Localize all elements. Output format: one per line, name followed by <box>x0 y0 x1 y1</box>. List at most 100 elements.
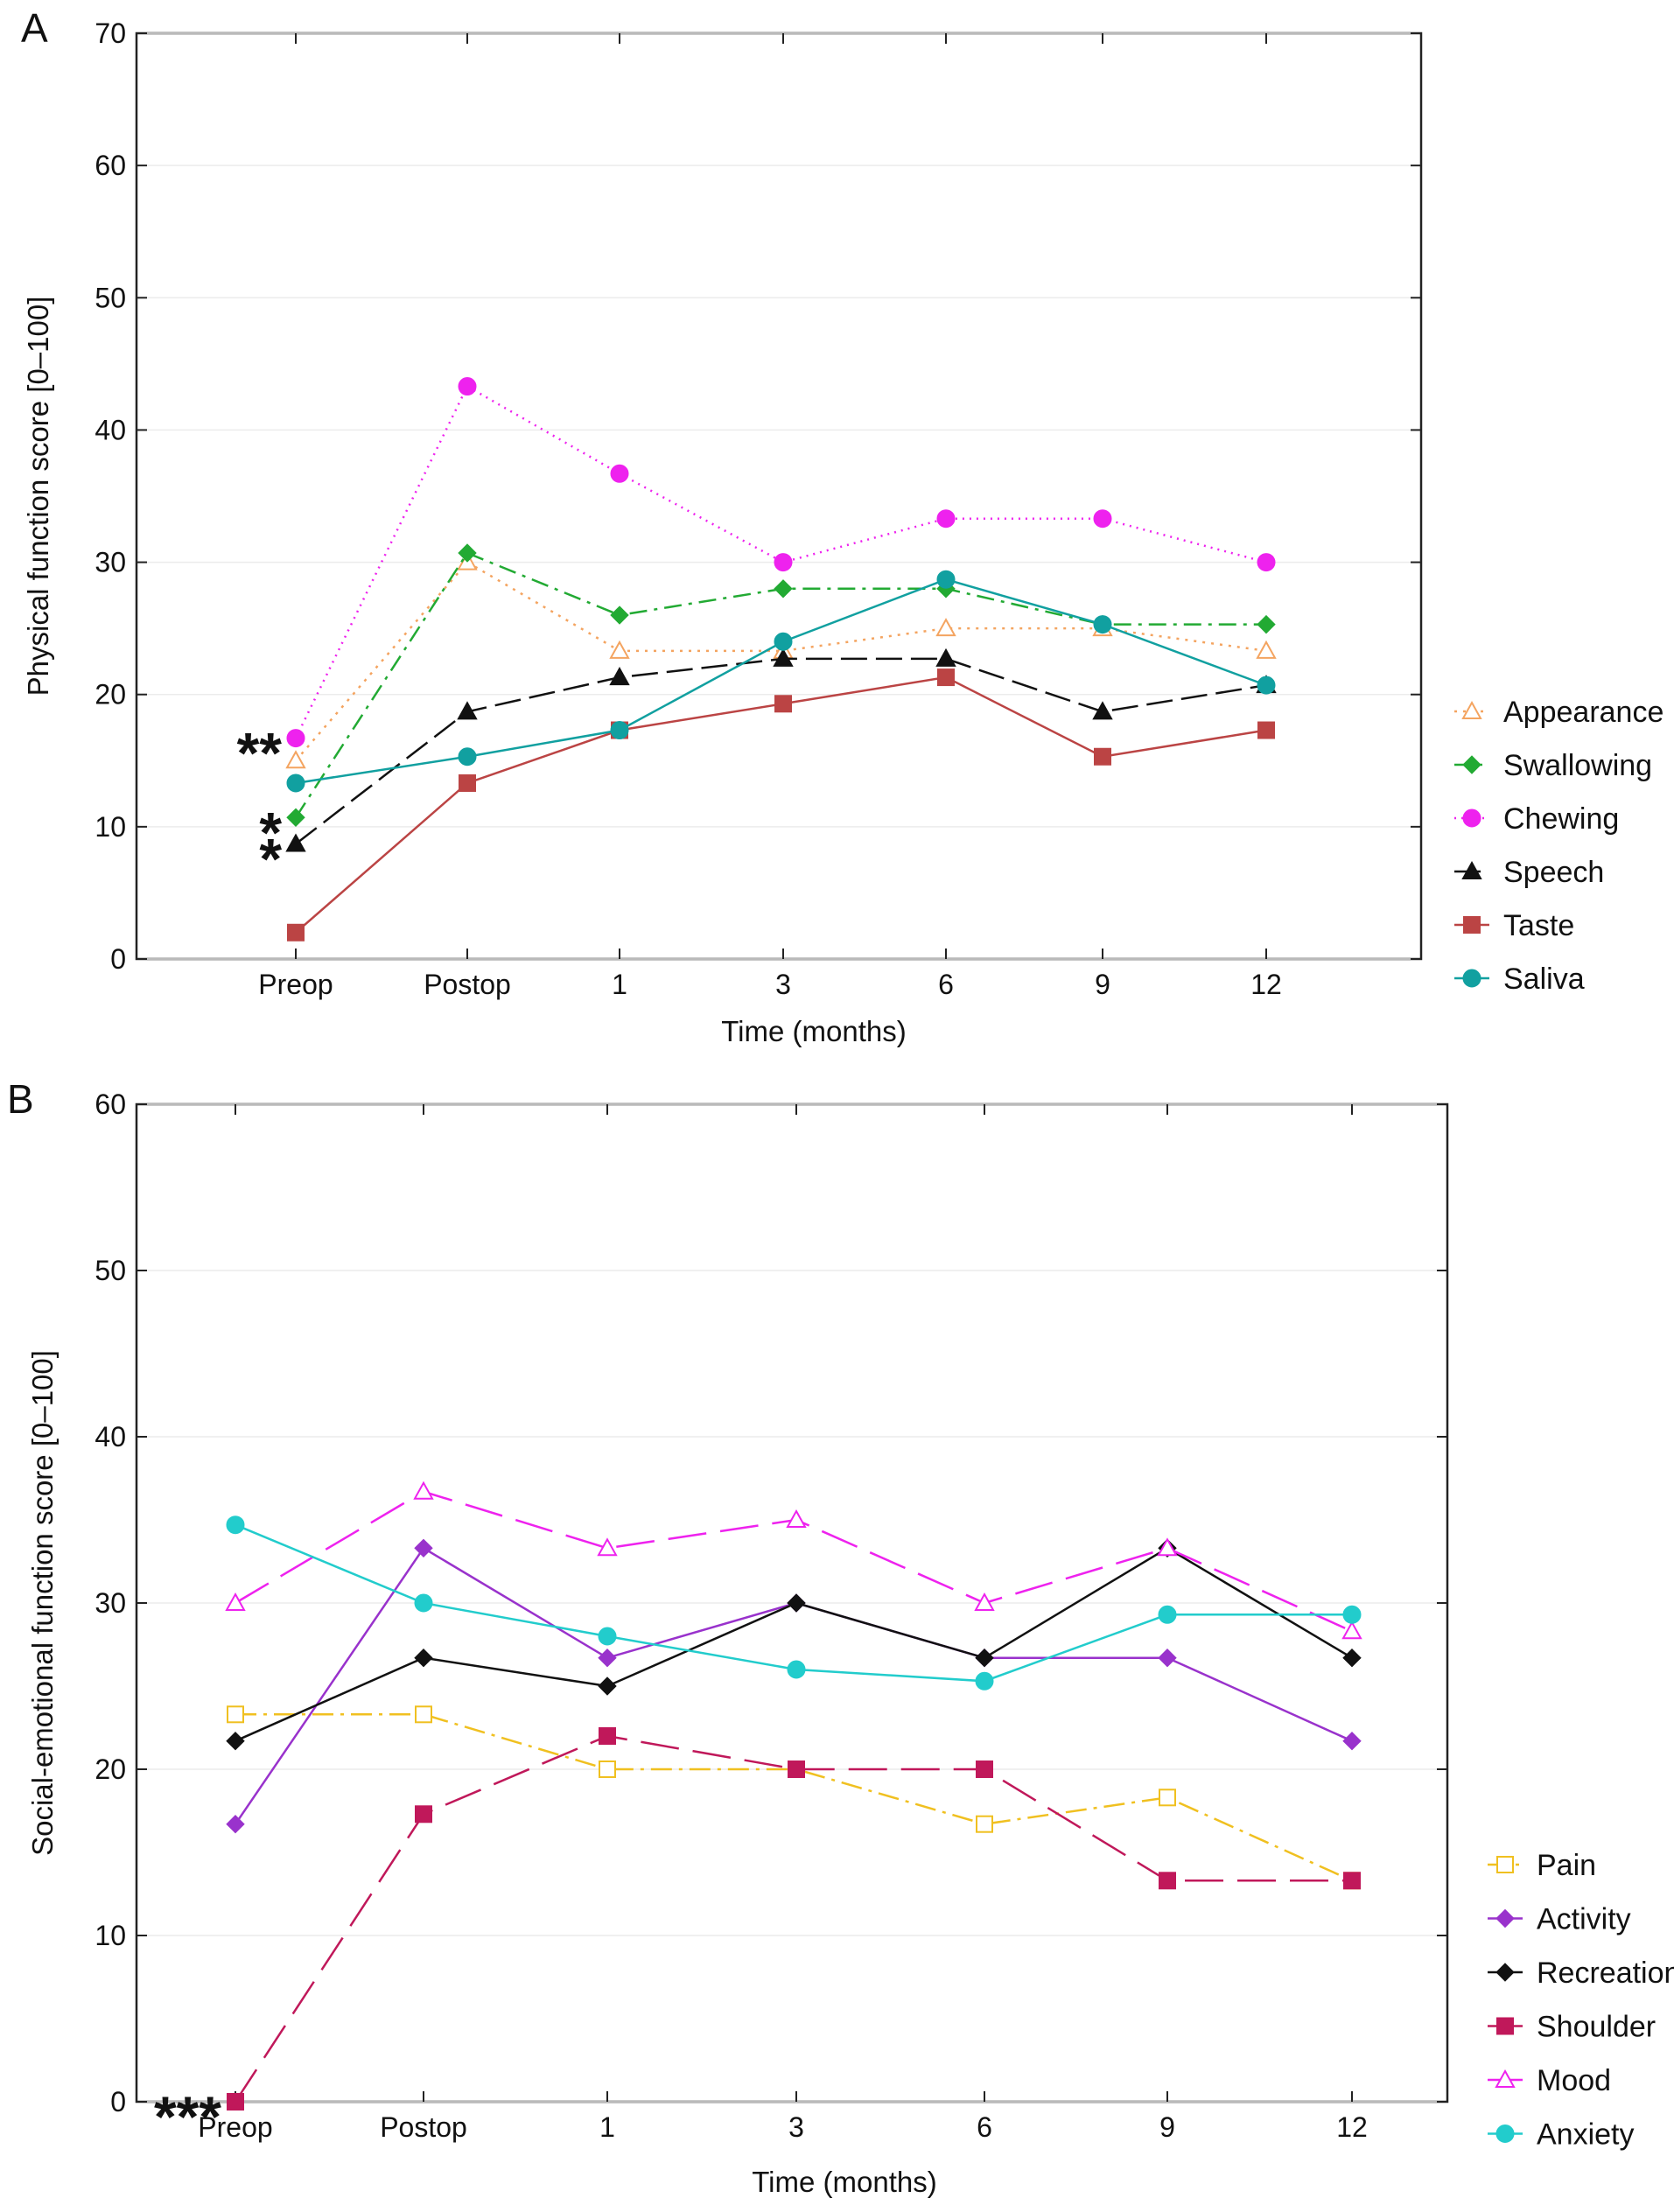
panel-b-legend: Pain Activity Recreation Shoulder Mood Anxiet… <box>1488 1849 1674 2152</box>
point-appearance-12 <box>1256 640 1277 659</box>
point-shoulder-1 <box>599 1727 616 1745</box>
series-anxiety <box>226 1516 1362 1690</box>
legend-label-activity: Activity <box>1537 1903 1631 1936</box>
point-recreation-preop <box>226 1731 245 1751</box>
point-swallowing-3 <box>774 579 793 598</box>
panel-b-x-tick-labels: Preop Postop 1 3 6 9 12 <box>198 1104 1368 2143</box>
point-appearance-6 <box>935 618 956 637</box>
significance-marker-0: ** <box>237 721 283 786</box>
point-chewing-6 <box>936 509 956 528</box>
point-shoulder-preop <box>227 2093 244 2110</box>
legend-label-mood: Mood <box>1537 2064 1611 2097</box>
point-pain-preop <box>227 1705 244 1724</box>
point-anxiety-12 <box>1342 1605 1362 1624</box>
series-taste <box>287 668 1275 942</box>
legend-label-shoulder: Shoulder <box>1537 2011 1656 2044</box>
point-taste-3 <box>774 695 792 713</box>
y-tick-label-30: 30 <box>95 1587 126 1619</box>
point-taste-12 <box>1257 721 1275 739</box>
series-appearance <box>285 551 1277 769</box>
point-saliva-preop <box>286 774 305 793</box>
y-tick-label-20: 20 <box>95 1754 126 1785</box>
legend-item-swallowing: Swallowing <box>1454 749 1652 782</box>
y-tick-label-0: 0 <box>110 2086 126 2118</box>
legend-marker-mood <box>1495 2068 1516 2088</box>
significance-marker-2: * <box>259 827 282 892</box>
legend-item-pain: Pain <box>1488 1849 1596 1882</box>
legend-item-shoulder: Shoulder <box>1488 2011 1656 2044</box>
panel-b: B 0 10 20 30 40 50 60 Preop Postop 1 3 6 9 12 *** Ti… <box>7 1076 1674 2198</box>
x-tick-label-12: 12 <box>1336 2111 1368 2143</box>
point-pain-6 <box>976 1815 993 1833</box>
panel-b-letter: B <box>7 1076 34 1122</box>
point-activity-1 <box>598 1648 617 1668</box>
legend-marker-recreation <box>1495 1963 1515 1982</box>
y-tick-label-40: 40 <box>95 1421 126 1452</box>
panel-a-series <box>285 377 1277 942</box>
panel-b-y-axis-title: Social-emotional function score [0–100] <box>26 1350 59 1856</box>
point-chewing-postop <box>458 377 477 396</box>
point-shoulder-6 <box>976 1760 993 1778</box>
legend-label-appearance: Appearance <box>1503 696 1663 729</box>
series-chewing <box>286 377 1276 748</box>
point-chewing-1 <box>610 464 629 483</box>
point-mood-12 <box>1341 1620 1362 1640</box>
point-activity-12 <box>1342 1731 1362 1751</box>
point-chewing-preop <box>286 729 305 748</box>
point-chewing-12 <box>1257 553 1276 572</box>
y-tick-label-20: 20 <box>95 679 126 710</box>
legend-marker-anxiety <box>1495 2124 1515 2143</box>
panel-b-y-tick-labels: 0 10 20 30 40 50 60 <box>95 1088 126 2118</box>
series-line-pain <box>235 1713 1353 1882</box>
point-shoulder-postop <box>415 1805 432 1824</box>
legend-marker-swallowing <box>1462 755 1481 774</box>
legend-marker-activity <box>1495 1908 1515 1928</box>
legend-marker-speech <box>1461 860 1482 879</box>
x-tick-label-3: 3 <box>788 2111 804 2143</box>
panel-a-letter: A <box>21 5 48 51</box>
series-mood <box>225 1480 1362 1640</box>
legend-label-taste: Taste <box>1503 909 1574 942</box>
legend-label-speech: Speech <box>1503 856 1604 889</box>
point-activity-9 <box>1158 1648 1177 1668</box>
panel-a-y-tick-labels: 0 10 20 30 40 50 60 70 <box>95 18 126 975</box>
significance-marker-1: * <box>259 800 282 864</box>
point-swallowing-12 <box>1257 614 1276 634</box>
point-swallowing-preop <box>286 808 305 827</box>
legend-marker-chewing <box>1462 808 1481 828</box>
point-anxiety-preop <box>226 1516 245 1535</box>
point-swallowing-postop <box>458 543 477 563</box>
x-tick-label-preop: Preop <box>258 969 333 1000</box>
legend-label-pain: Pain <box>1537 1849 1596 1882</box>
point-mood-postop <box>413 1480 434 1500</box>
series-recreation <box>226 1538 1362 1751</box>
point-saliva-6 <box>936 570 956 589</box>
point-pain-postop <box>415 1705 432 1724</box>
y-tick-label-10: 10 <box>95 811 126 843</box>
x-tick-label-postop: Postop <box>380 2111 467 2143</box>
point-speech-1 <box>609 667 630 686</box>
x-tick-label-12: 12 <box>1250 969 1282 1000</box>
point-activity-preop <box>226 1814 245 1834</box>
x-tick-label-9: 9 <box>1095 969 1110 1000</box>
point-shoulder-12 <box>1343 1872 1361 1890</box>
legend-item-appearance: Appearance <box>1454 696 1663 729</box>
point-saliva-1 <box>610 721 629 740</box>
y-tick-label-50: 50 <box>95 1255 126 1286</box>
series-activity <box>226 1538 1362 1834</box>
series-line-taste <box>295 676 1267 934</box>
legend-label-swallowing: Swallowing <box>1503 749 1652 782</box>
legend-marker-shoulder <box>1496 2017 1514 2035</box>
panel-a-x-axis-title: Time (months) <box>721 1015 906 1047</box>
point-shoulder-3 <box>788 1760 805 1778</box>
legend-marker-pain <box>1496 1856 1514 1873</box>
point-shoulder-9 <box>1159 1872 1176 1890</box>
point-speech-9 <box>1092 701 1113 720</box>
panel-b-x-axis-title: Time (months) <box>752 2166 936 2198</box>
point-recreation-postop <box>414 1648 433 1668</box>
panel-b-annotations: *** <box>154 2084 221 2149</box>
point-mood-6 <box>974 1592 995 1611</box>
series-line-speech <box>295 657 1267 845</box>
